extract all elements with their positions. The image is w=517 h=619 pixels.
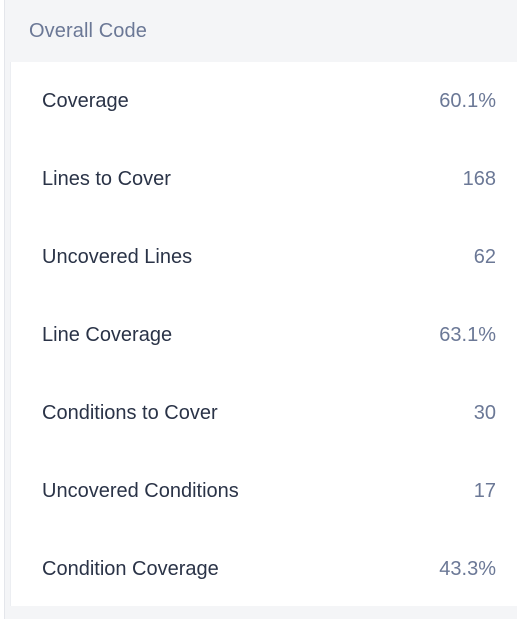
panel-title[interactable]: Overall Code [29, 19, 147, 42]
metric-row-coverage[interactable]: Coverage 60.1% [11, 62, 517, 140]
metric-label: Lines to Cover [42, 167, 171, 190]
metric-label: Condition Coverage [42, 557, 219, 580]
metric-value[interactable]: 168 [462, 167, 496, 190]
metric-value[interactable]: 43.3% [439, 557, 496, 580]
metric-label: Line Coverage [42, 323, 173, 346]
metric-value[interactable]: 17 [473, 479, 496, 502]
metric-label: Uncovered Lines [42, 245, 193, 268]
metrics-list: Coverage 60.1% Lines to Cover 168 Uncove… [10, 62, 517, 606]
metric-row-uncovered-conditions[interactable]: Uncovered Conditions 17 [11, 452, 517, 530]
metric-row-line-coverage[interactable]: Line Coverage 63.1% [11, 296, 517, 374]
metric-value[interactable]: 60.1% [439, 89, 496, 112]
metric-row-lines-to-cover[interactable]: Lines to Cover 168 [11, 140, 517, 218]
metric-value[interactable]: 62 [473, 245, 496, 268]
metric-label: Coverage [42, 89, 129, 112]
overall-code-panel: Overall Code Coverage 60.1% Lines to Cov… [4, 0, 517, 619]
metric-value[interactable]: 63.1% [439, 323, 496, 346]
metric-label: Conditions to Cover [42, 401, 218, 424]
metric-row-condition-coverage[interactable]: Condition Coverage 43.3% [11, 530, 517, 608]
metric-row-conditions-to-cover[interactable]: Conditions to Cover 30 [11, 374, 517, 452]
metric-label: Uncovered Conditions [42, 479, 239, 502]
metric-row-uncovered-lines[interactable]: Uncovered Lines 62 [11, 218, 517, 296]
metric-value[interactable]: 30 [473, 401, 496, 424]
